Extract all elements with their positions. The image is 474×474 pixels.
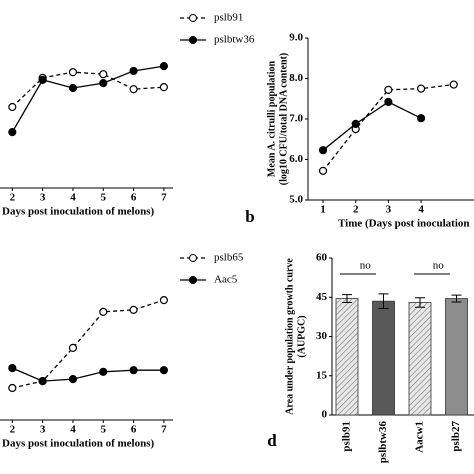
series-line [11, 71, 164, 108]
data-point [38, 377, 47, 386]
x-tick-label: 4 [70, 192, 76, 204]
data-point [38, 75, 47, 84]
series-line [12, 299, 165, 389]
data-point [318, 146, 328, 155]
x-tick-label: 7 [161, 424, 167, 436]
data-point [8, 383, 17, 393]
legend-marker [189, 36, 197, 44]
data-point [68, 68, 78, 77]
data-point [384, 85, 393, 94]
annotation: no [433, 260, 445, 272]
x-tick-label: 3 [386, 204, 392, 216]
x-tick-label: 6 [131, 424, 137, 436]
legend-label: pslb65 [214, 252, 244, 264]
series-line [322, 83, 454, 172]
x-tick-label: Aacw1 [414, 421, 426, 453]
x-tick-label: 7 [161, 192, 167, 204]
x-tick-label: 3 [40, 424, 46, 436]
x-tick-label: 3 [40, 192, 46, 204]
data-point [129, 85, 138, 94]
data-point [68, 343, 78, 353]
y-axis-label: Mean A. citrulli population [266, 61, 277, 178]
legend-marker [189, 14, 197, 22]
y-tick-label: 7.0 [289, 113, 303, 125]
error-bar [342, 294, 352, 303]
x-axis-label: Time (Days post inoculation [338, 218, 470, 230]
bar [335, 298, 359, 416]
data-point [68, 374, 78, 384]
error-bar [378, 293, 389, 310]
x-tick-label: pslbtw36 [377, 421, 389, 464]
series-line [12, 367, 164, 382]
x-tick-label: pslb91 [341, 421, 353, 452]
legend-label: pslbtw36 [214, 34, 255, 46]
data-point [8, 102, 17, 112]
data-point [159, 83, 169, 92]
y-tick-label: 5.0 [289, 194, 303, 206]
x-tick-label: pslb27 [450, 421, 462, 452]
series-line [322, 101, 422, 151]
y-tick-label: 8.0 [289, 72, 303, 84]
data-point [8, 364, 17, 373]
data-point [159, 61, 169, 71]
data-point [129, 305, 138, 314]
data-point [99, 307, 108, 316]
annotation: no [360, 260, 372, 272]
error-bar [451, 294, 462, 303]
data-point [159, 366, 169, 375]
data-point [129, 66, 138, 76]
x-tick-label: 5 [101, 424, 107, 436]
data-point [99, 70, 108, 79]
x-tick-label: 2 [353, 204, 359, 216]
data-point [416, 84, 426, 93]
error-bar [415, 297, 425, 308]
data-point [8, 128, 17, 137]
legend-label: pslb91 [214, 12, 243, 24]
x-tick-label: 6 [131, 192, 137, 204]
data-point [99, 367, 108, 376]
legend-marker [189, 254, 197, 262]
data-point [351, 119, 360, 128]
data-point [449, 80, 458, 89]
series-line [11, 65, 165, 133]
y-tick-label: 0 [322, 409, 328, 421]
legend-label: Aac5 [214, 274, 238, 286]
y-axis-label: (log10 CFU/total DNA content) [278, 53, 289, 185]
bar [445, 298, 468, 416]
panel-label: d [267, 431, 277, 450]
data-point [99, 79, 108, 88]
y-tick-label: 60 [316, 252, 328, 264]
y-axis-label: (AUPGC) [296, 315, 307, 357]
y-tick-label: 15 [316, 369, 328, 381]
x-tick-label: 2 [10, 424, 16, 436]
x-axis-label: Days post inoculation of melons) [2, 206, 155, 218]
x-tick-label: 4 [418, 204, 424, 216]
data-point [384, 97, 393, 107]
data-point [68, 83, 78, 93]
x-axis-label: Days post inoculation of melons) [2, 438, 155, 450]
x-tick-label: 2 [10, 192, 16, 204]
bar [372, 300, 395, 416]
panel-label: b [245, 207, 254, 226]
y-tick-label: 9.0 [289, 32, 303, 44]
bar [408, 302, 432, 416]
data-point [129, 366, 138, 375]
data-point [318, 166, 328, 175]
data-point [159, 296, 169, 305]
x-tick-label: 4 [70, 424, 76, 436]
y-tick-label: 6.0 [289, 153, 303, 165]
data-point [416, 114, 426, 123]
legend-marker [189, 276, 197, 284]
y-axis-label: Area under population growth curve [284, 258, 295, 415]
y-tick-label: 45 [316, 291, 328, 303]
x-tick-label: 5 [101, 192, 107, 204]
x-tick-label: 1 [320, 204, 326, 216]
y-tick-label: 30 [316, 330, 328, 342]
